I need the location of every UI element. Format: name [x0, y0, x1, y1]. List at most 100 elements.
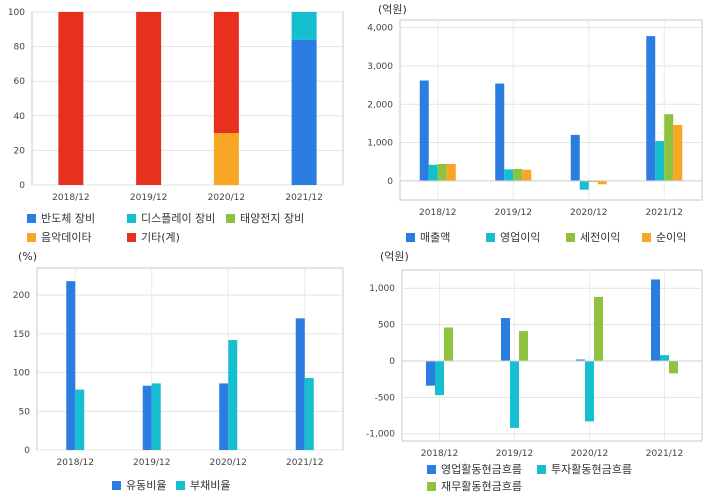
y-tick-label: 0 — [387, 177, 393, 187]
x-tick-label: 2020/12 — [570, 208, 607, 218]
x-tick-label: 2018/12 — [421, 449, 458, 459]
x-tick-label: 2020/12 — [210, 458, 247, 468]
y-tick-label: 500 — [378, 321, 395, 331]
bar-segment — [291, 39, 317, 186]
legend-label: 투자활동현금흐름 — [551, 463, 632, 476]
x-tick-label: 2019/12 — [495, 208, 532, 218]
bar — [519, 331, 528, 361]
x-tick-label: 2019/12 — [130, 193, 167, 203]
unit-label: (%) — [18, 250, 37, 263]
bar — [570, 134, 580, 181]
bar — [651, 279, 660, 361]
legend-label: 재무활동현금흐름 — [441, 480, 522, 493]
product-mix-chart: 0 20 40 60 80 100 2018/12 2019/12 2020/12 2021/12… — [0, 0, 360, 250]
y-tick-label: -500 — [375, 393, 396, 403]
chart-svg: (억원) -1,000 -500 0 500 1,000 2018/12 2019/12 202… — [366, 250, 703, 459]
ratio-chart: (%) 0 50 100 150 200 2018/12 2019/12 2020/12 2021… — [0, 250, 360, 496]
x-tick-label: 2021/12 — [285, 193, 322, 203]
legend-label: 반도체 장비 — [41, 212, 96, 225]
legend-item[interactable]: 세전이익 — [566, 229, 620, 245]
legend-item[interactable]: 태양전지 장비 — [226, 210, 304, 226]
legend-swatch — [27, 214, 36, 223]
y-tick-label: 1,000 — [367, 139, 393, 149]
legend-label: 유동비율 — [126, 479, 167, 492]
y-tick-label: 80 — [14, 43, 26, 53]
legend-item[interactable]: 유동비율 — [112, 477, 166, 493]
bar — [664, 114, 674, 181]
plot-frame — [31, 11, 344, 186]
bar-segment — [291, 12, 317, 40]
bar — [579, 180, 589, 190]
x-tick-label: 2018/12 — [57, 458, 94, 468]
chart-svg: 0 20 40 60 80 100 2018/12 2019/12 2020/12 2021/12 — [8, 8, 344, 203]
legend-item[interactable]: 순이익 — [642, 229, 686, 245]
legend-swatch — [406, 233, 415, 242]
bar — [513, 168, 523, 181]
bar — [522, 169, 532, 181]
y-tick-label: 100 — [8, 8, 25, 18]
legend-item[interactable]: 반도체 장비 — [27, 210, 95, 226]
bar — [594, 296, 603, 361]
legend-swatch — [566, 233, 575, 242]
legend-swatch — [127, 233, 136, 242]
bar — [142, 385, 152, 450]
x-tick-label: 2020/12 — [571, 449, 608, 459]
y-tick-label: 40 — [14, 112, 26, 122]
bar-segment — [213, 12, 239, 134]
x-tick-label: 2021/12 — [286, 458, 323, 468]
legend-label: 음악데이타 — [41, 231, 92, 244]
legend-item[interactable]: 매출액 — [406, 229, 450, 245]
legend-swatch — [486, 233, 495, 242]
y-tick-label: 0 — [19, 181, 25, 191]
y-tick-label: 1,000 — [369, 284, 395, 294]
legend-swatch — [537, 465, 546, 474]
cashflow-chart: (억원) -1,000 -500 0 500 1,000 2018/12 2019/12 202… — [360, 250, 720, 496]
y-tick-label: -1,000 — [366, 430, 395, 440]
bar — [295, 318, 305, 450]
legend-item[interactable]: 음악데이타 — [27, 229, 92, 245]
y-tick-label: 50 — [19, 407, 31, 417]
income-chart: (억원) 0 1,000 2,000 3,000 4,000 2018/12 2019/12 2… — [360, 0, 720, 250]
bar — [510, 360, 519, 428]
legend-item[interactable]: 디스플레이 장비 — [127, 210, 215, 226]
y-tick-label: 0 — [389, 357, 395, 367]
legend-item[interactable]: 영업활동현금흐름 — [427, 461, 522, 477]
bar — [228, 340, 238, 450]
unit-label: (억원) — [380, 250, 409, 263]
x-tick-label: 2018/12 — [419, 208, 456, 218]
legend-item[interactable]: 투자활동현금흐름 — [537, 461, 632, 477]
bar — [585, 360, 594, 422]
legend-swatch — [427, 465, 436, 474]
legend-swatch — [27, 233, 36, 242]
y-tick-label: 3,000 — [367, 62, 393, 72]
legend-label: 세전이익 — [580, 231, 621, 244]
chart-svg: (%) 0 50 100 150 200 2018/12 2019/12 2020/12 2021… — [13, 250, 344, 468]
legend-label: 디스플레이 장비 — [141, 212, 216, 225]
y-tick-label: 200 — [13, 291, 30, 301]
legend-label: 영업이익 — [500, 231, 541, 244]
bar — [304, 377, 314, 450]
bar — [504, 169, 514, 181]
x-tick-label: 2019/12 — [496, 449, 533, 459]
bar — [444, 327, 453, 361]
legend-label: 기타(계) — [141, 231, 180, 244]
bar — [495, 83, 505, 181]
legend-swatch — [226, 214, 235, 223]
bar-segment — [58, 12, 84, 185]
bar — [428, 164, 438, 181]
bar — [673, 124, 683, 181]
bar — [219, 383, 229, 450]
legend-item[interactable]: 재무활동현금흐름 — [427, 478, 522, 494]
bar — [646, 36, 656, 181]
legend-item[interactable]: 부채비율 — [176, 477, 230, 493]
y-tick-label: 60 — [14, 77, 26, 87]
unit-label: (억원) — [378, 3, 407, 16]
legend-item[interactable]: 기타(계) — [127, 229, 180, 245]
bar — [597, 180, 607, 185]
bar — [151, 383, 161, 450]
bar-segment — [213, 133, 239, 185]
bar — [446, 164, 456, 181]
y-tick-label: 100 — [13, 369, 30, 379]
legend-swatch — [127, 214, 136, 223]
legend-item[interactable]: 영업이익 — [486, 229, 540, 245]
